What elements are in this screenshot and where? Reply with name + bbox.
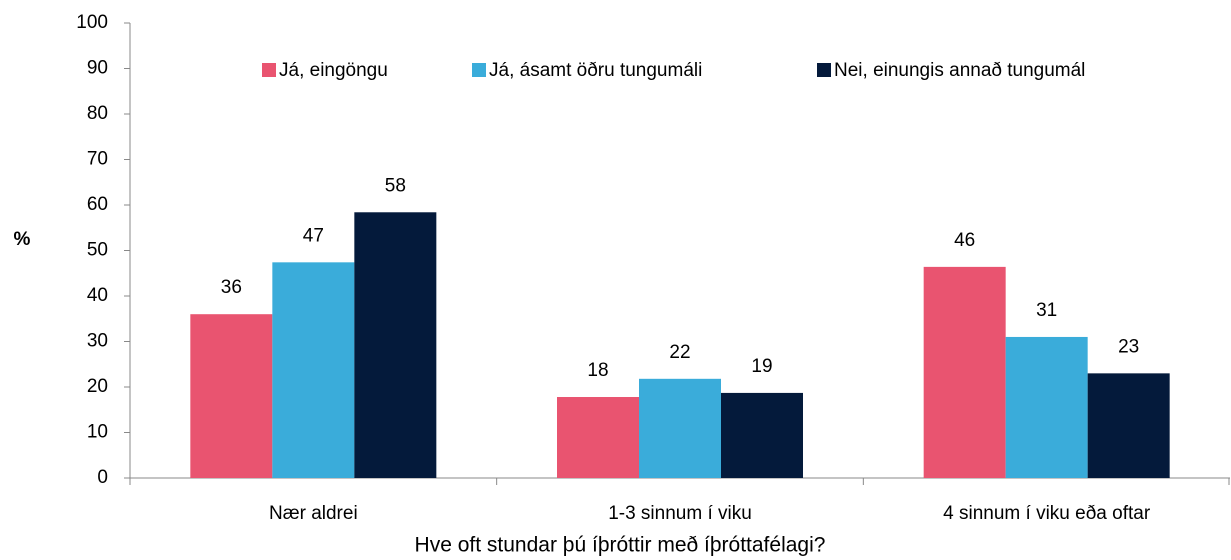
bar — [272, 262, 355, 478]
x-tick-label: 1-3 sinnum í viku — [608, 503, 752, 524]
value-label: 23 — [1118, 336, 1139, 357]
bar — [639, 378, 721, 478]
bar — [354, 212, 437, 478]
value-label: 46 — [954, 230, 975, 251]
x-tick-label: Nær aldrei — [269, 503, 358, 524]
bar — [1005, 336, 1088, 478]
bar — [557, 397, 639, 478]
y-tick-label: 90 — [87, 58, 108, 79]
value-label: 18 — [587, 360, 608, 381]
value-label: 36 — [221, 277, 242, 298]
y-tick-label: 10 — [87, 422, 108, 443]
value-label: 58 — [385, 175, 406, 196]
y-tick-label: 80 — [87, 103, 108, 124]
value-label: 22 — [669, 342, 690, 363]
x-tick-label: 4 sinnum í viku eða oftar — [943, 503, 1151, 524]
y-tick-label: 70 — [87, 149, 108, 170]
bar — [1087, 373, 1170, 478]
legend-swatch — [817, 63, 831, 77]
bar — [923, 266, 1006, 478]
y-tick-label: 100 — [76, 12, 108, 33]
bar — [721, 392, 803, 478]
value-label: 19 — [751, 356, 772, 377]
legend-swatch — [472, 63, 486, 77]
value-label: 47 — [303, 225, 324, 246]
legend-label: Já, ásamt öðru tungumáli — [489, 60, 702, 81]
legend-label: Nei, einungis annað tungumál — [834, 60, 1085, 81]
x-axis-label: Hve oft stundar þú íþróttir með íþróttaf… — [415, 534, 826, 557]
value-label: 31 — [1036, 300, 1057, 321]
y-tick-label: 20 — [87, 376, 108, 397]
y-tick-label: 50 — [87, 240, 108, 261]
y-tick-label: 60 — [87, 194, 108, 215]
legend-label: Já, eingöngu — [279, 60, 388, 81]
y-axis-label: % — [14, 229, 31, 250]
bar — [190, 314, 273, 478]
y-tick-label: 40 — [87, 285, 108, 306]
y-tick-label: 0 — [97, 467, 108, 488]
y-tick-label: 30 — [87, 331, 108, 352]
legend-swatch — [262, 63, 276, 77]
